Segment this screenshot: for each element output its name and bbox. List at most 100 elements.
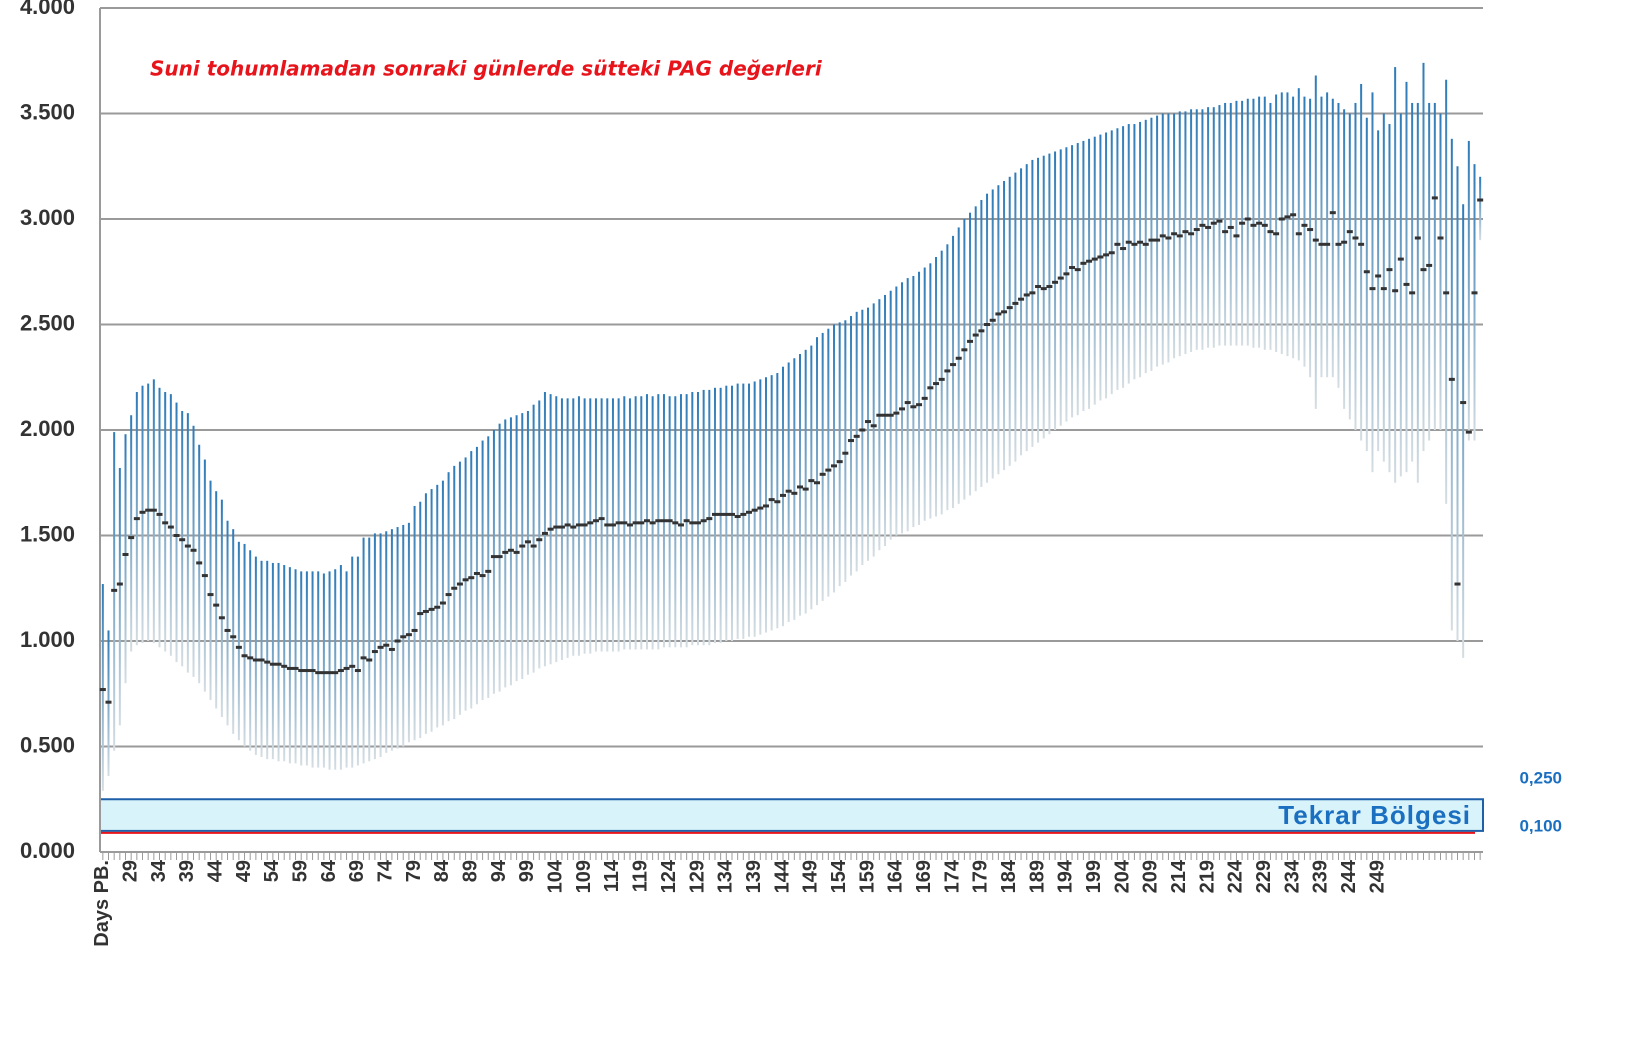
range-bar [1269, 102, 1272, 350]
median-marker [1052, 280, 1059, 284]
median-marker [848, 439, 855, 443]
range-bar [906, 278, 909, 532]
range-bar [827, 328, 830, 597]
median-marker [740, 512, 747, 516]
median-marker [105, 700, 112, 704]
range-bar [515, 415, 518, 682]
range-bar [1348, 113, 1351, 420]
range-bar [1099, 134, 1102, 401]
range-bar [770, 375, 773, 631]
range-bar [481, 440, 484, 701]
median-marker [831, 464, 838, 468]
range-bar [861, 309, 864, 566]
range-bar [980, 200, 983, 487]
range-bar [1065, 147, 1068, 422]
range-bar [940, 250, 943, 515]
median-marker [1409, 291, 1416, 295]
median-marker [1001, 310, 1008, 314]
median-marker [1244, 217, 1251, 221]
median-marker [326, 671, 333, 675]
median-marker [797, 485, 804, 489]
range-bar [368, 537, 371, 762]
median-marker [1386, 268, 1393, 272]
x-tick-label: 59 [289, 860, 311, 882]
range-bar [543, 392, 546, 667]
x-tick-label: 89 [460, 860, 482, 882]
x-tick-label: 144 [771, 859, 793, 893]
median-marker [1137, 240, 1144, 244]
range-bar [351, 556, 354, 768]
range-bar [294, 569, 297, 764]
range-bar [271, 562, 274, 760]
x-tick-label: 229 [1253, 860, 1275, 893]
range-bar [1082, 140, 1085, 412]
range-bar [1326, 92, 1329, 378]
range-bar [1314, 75, 1317, 409]
range-bar [1411, 102, 1414, 462]
median-marker [955, 356, 962, 360]
median-marker [116, 582, 123, 586]
range-bar [923, 267, 926, 521]
median-marker [961, 348, 968, 352]
range-bar [855, 311, 858, 572]
median-marker [1290, 213, 1297, 217]
x-tick-label: 209 [1140, 860, 1162, 893]
median-marker [689, 521, 696, 525]
range-bar [1297, 88, 1300, 361]
median-marker [1154, 238, 1161, 242]
median-marker [683, 519, 690, 523]
median-marker [547, 527, 554, 531]
median-marker [1437, 236, 1444, 240]
median-marker [978, 329, 985, 333]
range-bar [1439, 113, 1442, 430]
median-marker [927, 386, 934, 390]
x-tick-label: 104 [545, 859, 567, 893]
x-tick-label: 114 [601, 859, 623, 892]
median-marker [354, 669, 361, 673]
median-marker [224, 628, 231, 632]
range-bar [1139, 121, 1142, 378]
x-tick-label: 29 [119, 860, 141, 882]
median-marker [235, 645, 242, 649]
median-marker [428, 607, 435, 611]
median-marker [814, 481, 821, 485]
range-bar [594, 398, 597, 652]
median-marker [252, 658, 259, 662]
median-marker [553, 525, 560, 529]
median-marker [434, 605, 441, 609]
median-marker [1074, 268, 1081, 272]
range-bar [974, 206, 977, 492]
range-bar [617, 398, 620, 652]
median-marker [774, 500, 781, 504]
range-bar [124, 434, 127, 684]
chart-title: Suni tohumlamadan sonraki günlerde sütte… [150, 57, 823, 81]
range-bar [747, 383, 750, 637]
median-marker [984, 323, 991, 326]
median-marker [1465, 430, 1472, 434]
range-bar [1399, 113, 1402, 477]
median-marker [139, 510, 146, 514]
median-marker [762, 504, 769, 508]
median-marker [1188, 232, 1195, 236]
median-marker [876, 413, 883, 417]
x-tick-label: 244 [1338, 859, 1360, 893]
median-marker [1040, 287, 1047, 291]
range-bar [963, 219, 966, 500]
range-bar [1303, 96, 1306, 367]
range-bar [328, 571, 331, 770]
median-marker [1193, 228, 1200, 232]
median-marker [1380, 287, 1387, 291]
median-marker [706, 517, 713, 521]
median-marker [842, 451, 849, 455]
range-bar [1144, 119, 1147, 374]
median-marker [337, 669, 344, 673]
median-marker [916, 403, 923, 407]
range-bar [453, 465, 456, 720]
range-bar [1105, 132, 1108, 399]
median-marker [1278, 217, 1285, 221]
median-marker [825, 468, 832, 472]
range-bar [799, 354, 802, 616]
median-marker [184, 544, 191, 548]
x-tick-label: 239 [1310, 860, 1332, 893]
median-marker [1142, 242, 1149, 246]
